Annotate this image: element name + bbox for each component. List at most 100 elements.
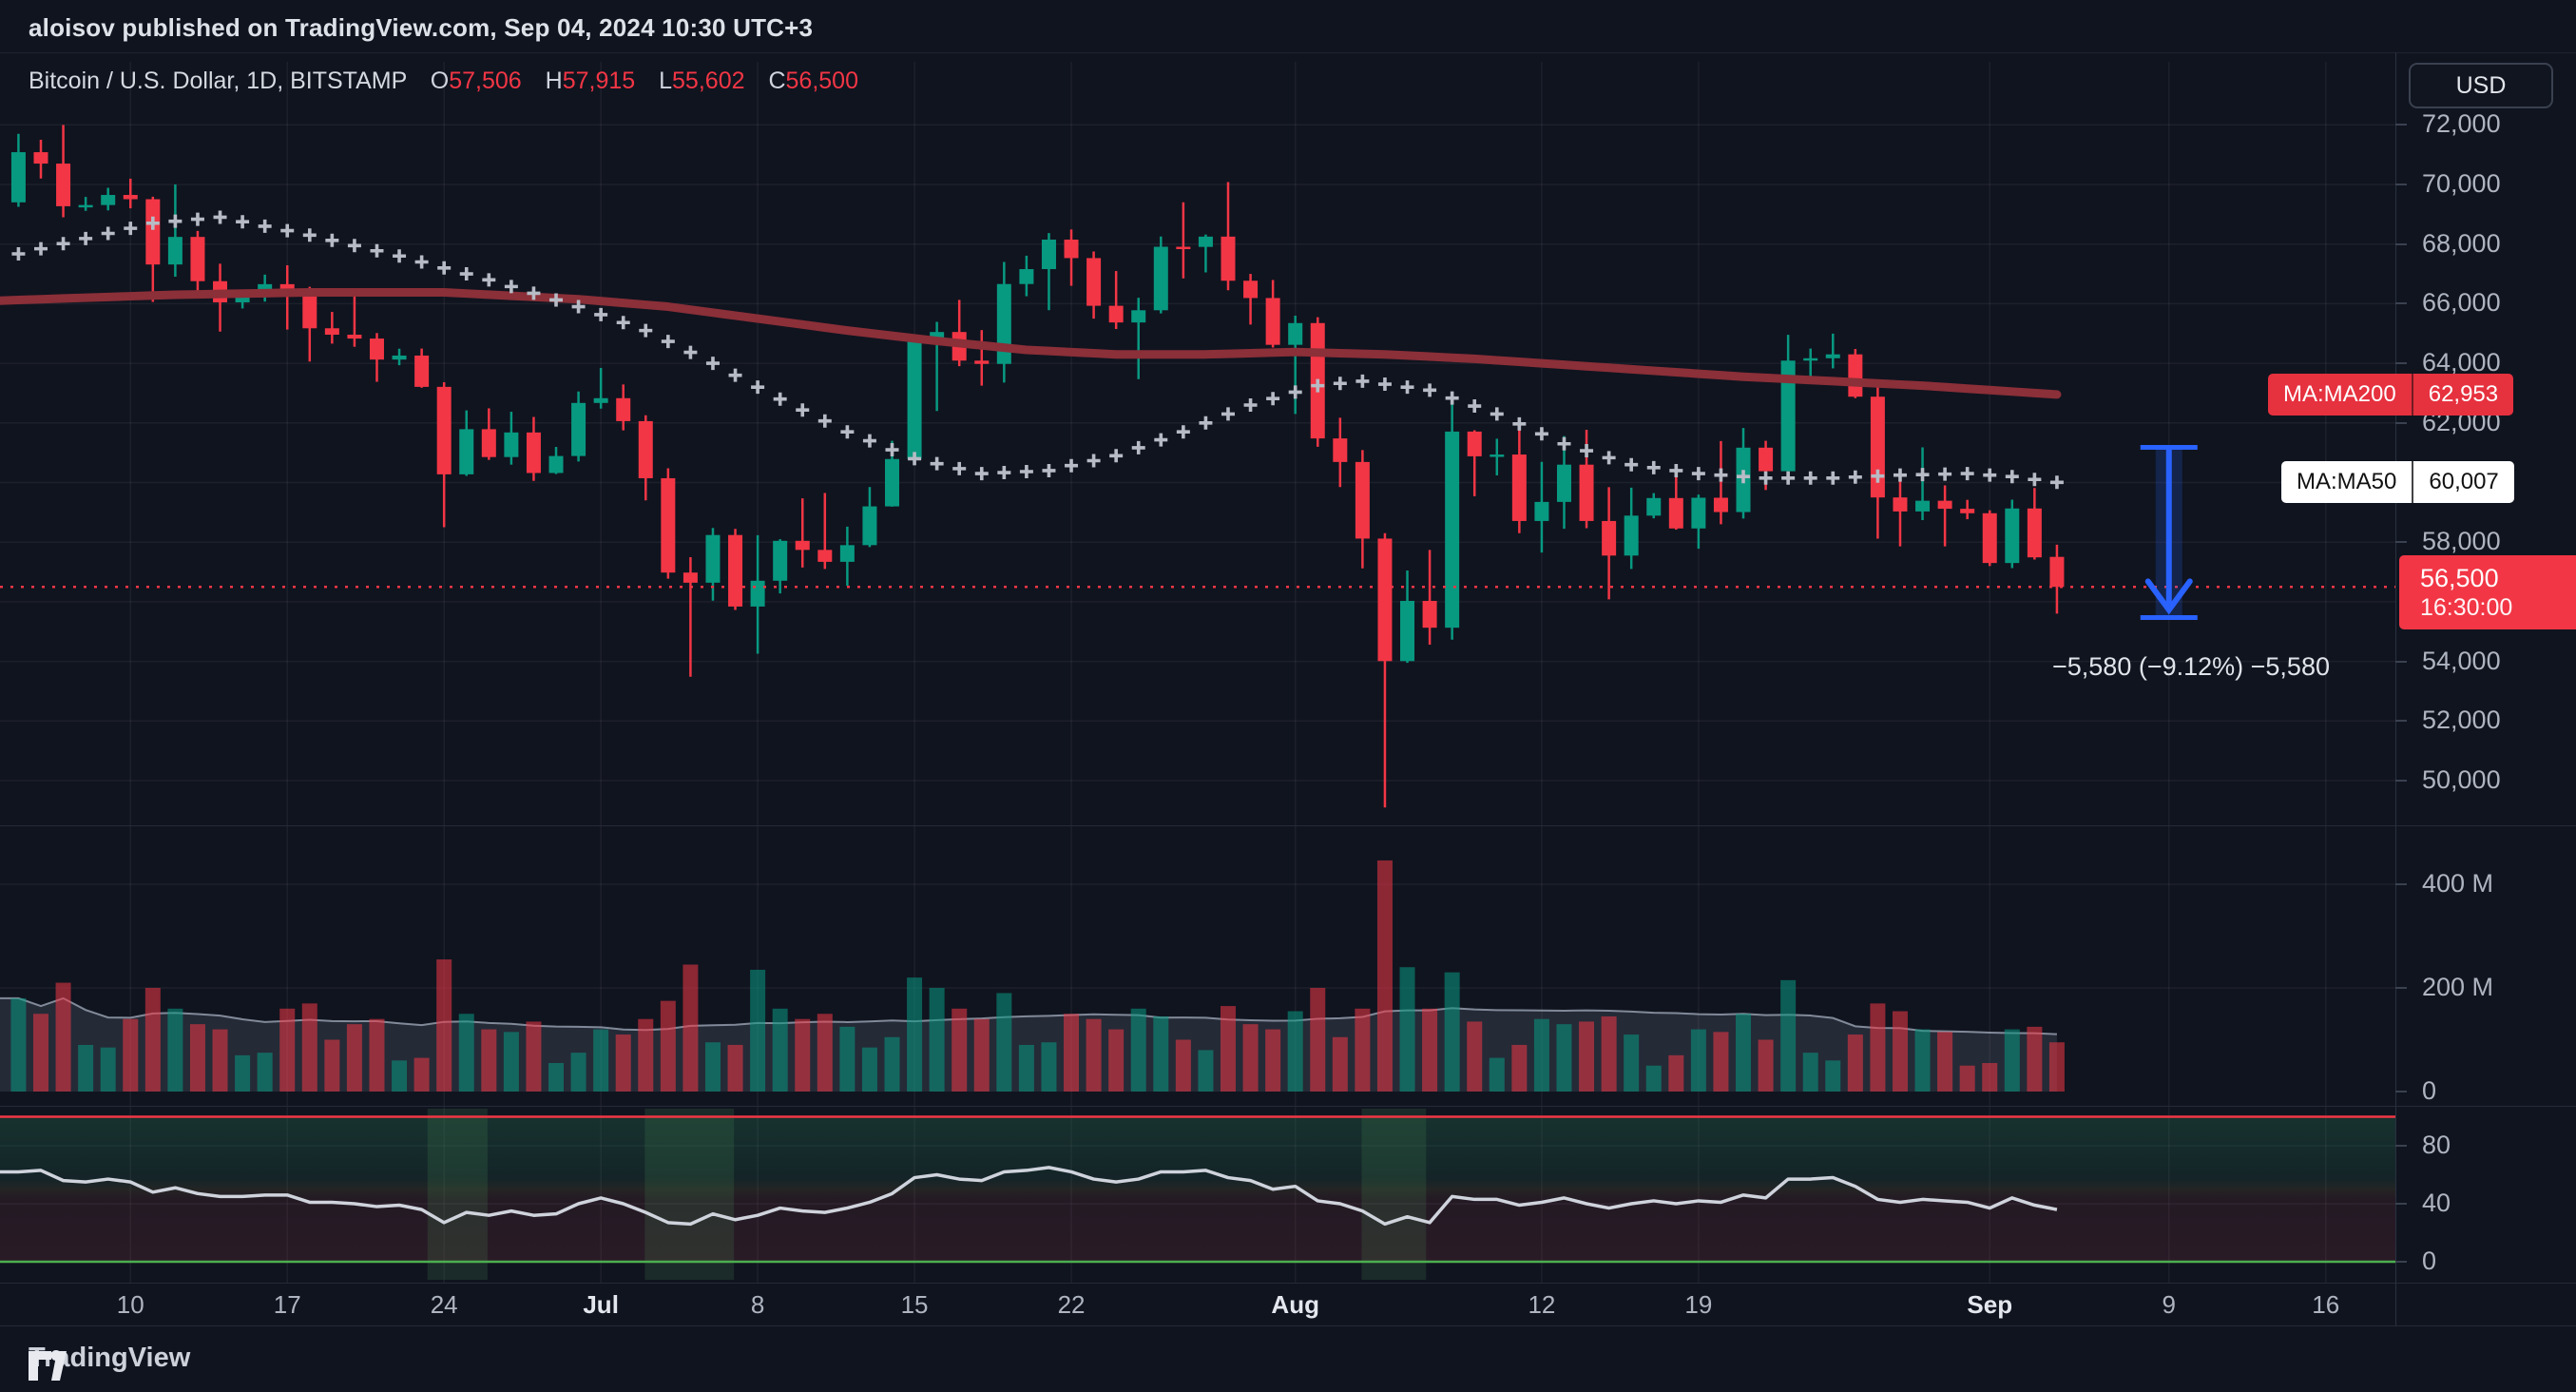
candle [1131,310,1145,322]
volume-bar [369,1019,384,1092]
volume-bar [302,1003,317,1092]
ma50-marker [639,324,652,338]
candle [145,200,160,265]
volume-bar [213,1030,228,1092]
symbol-title[interactable]: Bitcoin / U.S. Dollar, 1D, BITSTAMP [29,68,407,94]
tradingview-logo-icon [29,1343,76,1381]
volume-bar [930,988,945,1092]
candle [1400,601,1414,661]
volume-oscillator-separator[interactable] [0,1106,2576,1107]
ma50-marker [706,357,720,370]
ma50-marker [683,346,697,359]
volume-bar [78,1045,93,1092]
volume-bar [571,1053,586,1092]
volume-bar [2027,1027,2042,1092]
volume-bar [548,1063,564,1092]
axis-tick [2395,1091,2407,1092]
time-axis-label: 8 [751,1290,764,1320]
ma50-marker [1714,469,1727,482]
ma200-value-pill: MA:MA200 62,953 [2268,374,2513,416]
publisher-line: aloisov published on TradingView.com, Se… [29,13,813,43]
ma50-marker [863,435,876,448]
axis-tick [2395,422,2407,424]
candle [1691,497,1705,528]
volume-bar [1355,1009,1370,1092]
chart-canvas[interactable] [0,0,2576,1392]
volume-bar [1579,1021,1594,1092]
volume-bar [1019,1045,1034,1092]
ma50-marker [1938,468,1951,481]
volume-bar [795,1019,810,1092]
volume-bar [1086,1019,1102,1092]
ma50-marker [1580,444,1593,457]
ma50-marker [482,273,495,286]
high-value: 57,915 [563,68,635,94]
volume-bar [1534,1019,1549,1092]
ma50-marker [1132,441,1145,454]
candle [683,572,698,583]
volume-bar [1377,860,1393,1092]
symbol-title-row[interactable]: Bitcoin / U.S. Dollar, 1D, BITSTAMP O57,… [29,68,858,95]
candle [974,360,989,363]
candle [101,195,115,205]
price-volume-separator[interactable] [0,825,2576,826]
ma50-marker [1244,398,1258,412]
candle [796,541,810,551]
time-axis-label: 19 [1684,1290,1712,1320]
ma50-marker [1020,465,1033,478]
ma50-marker [796,403,809,416]
volume-bar [638,1019,653,1092]
volume-bar [279,1009,295,1092]
tradingview-screenshot: aloisov published on TradingView.com, Se… [0,0,2576,1392]
volume-bar [1176,1040,1191,1092]
price-axis-label: 58,000 [2422,527,2501,556]
oscillator-axis-label: 40 [2422,1189,2451,1218]
volume-bar [817,1014,833,1092]
time-axis-label: 15 [901,1290,929,1320]
candle [459,429,473,474]
ma50-marker [1490,407,1504,420]
ma50-marker [437,261,451,275]
volume-bar [1198,1050,1213,1092]
ma50-marker [1849,471,1862,484]
volume-bar [907,977,922,1092]
footer-brand[interactable]: TradingView [29,1343,190,1374]
ma50-marker [729,369,742,382]
ma50-marker [1154,434,1167,447]
volume-bar [324,1040,339,1092]
candle [705,535,720,583]
currency-toggle-button[interactable]: USD [2409,63,2553,108]
candle [728,535,742,607]
volume-bar [682,964,698,1092]
candle [1445,432,1459,628]
candle [1154,247,1168,311]
candle [1377,538,1392,661]
ma50-marker [11,247,25,261]
candle [1355,462,1370,539]
candle [549,456,564,474]
ma50-marker [2006,470,2019,483]
volume-bar [1556,1024,1571,1092]
volume-bar [862,1048,877,1092]
candle [1221,237,1235,280]
candle [2005,509,2019,563]
candle [1646,498,1661,515]
candle [1243,280,1258,298]
volume-bar [235,1055,250,1092]
candle [437,387,452,474]
volume-axis-label: 400 M [2422,869,2493,899]
ma50-marker [1177,425,1190,438]
axis-tick [2395,720,2407,722]
candle [1042,240,1056,269]
measure-annotation-text: −5,580 (−9.12%) −5,580 [2006,652,2376,682]
oscillator-axis-label: 0 [2422,1247,2436,1276]
volume-bar [1736,1014,1751,1092]
axis-tick [2395,883,2407,885]
candle [33,152,48,164]
ma50-marker [2050,475,2064,489]
volume-bar [1713,1032,1728,1092]
price-axis-label: 70,000 [2422,169,2501,199]
volume-bar [1668,1055,1683,1092]
header-separator [0,52,2576,53]
axis-tick [2395,1261,2407,1263]
